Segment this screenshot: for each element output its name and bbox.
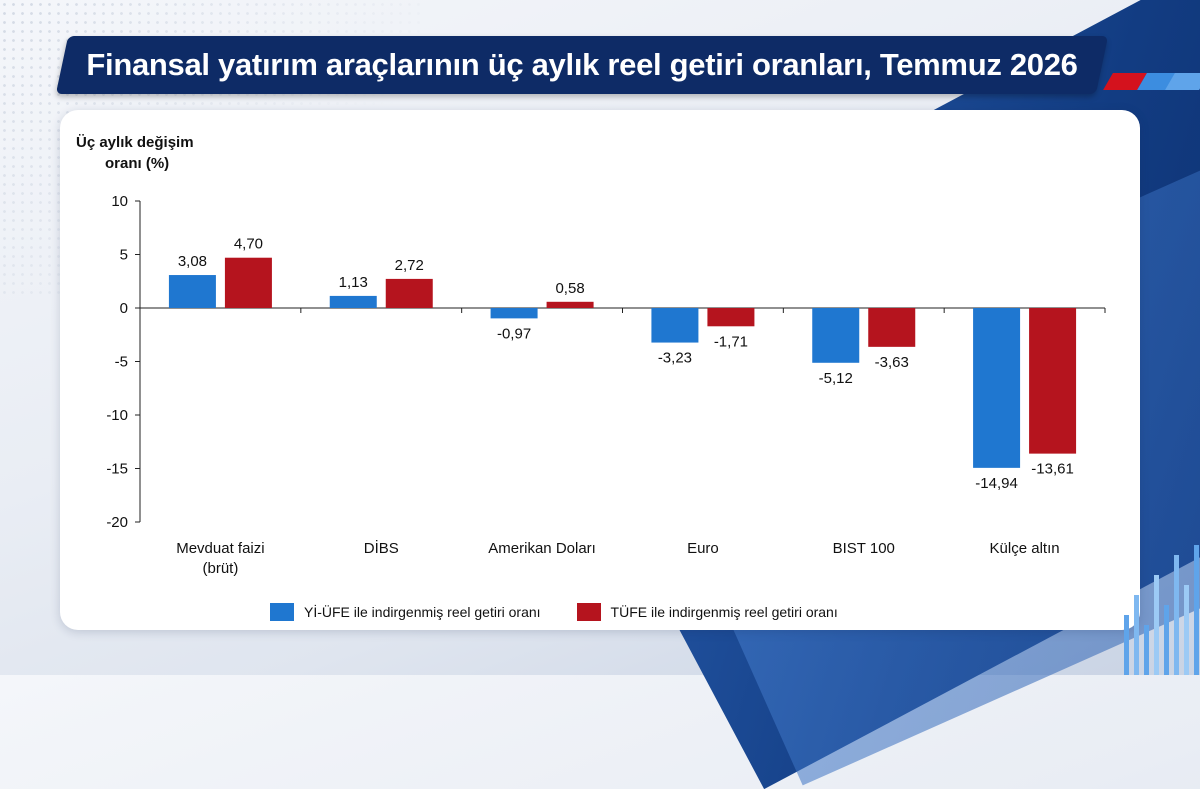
bar-yi-ufe — [973, 308, 1021, 468]
bar-tufe — [385, 278, 433, 308]
bar-yi-ufe — [651, 308, 699, 343]
y-tick-label: -20 — [106, 514, 128, 531]
bar-tufe — [868, 308, 916, 347]
chart-card — [60, 110, 1140, 630]
y-axis-label-line2: oranı (%) — [105, 155, 169, 172]
x-category-label: BIST 100 — [833, 540, 895, 557]
data-label: -13,61 — [1031, 461, 1074, 478]
data-label: -1,71 — [714, 333, 748, 350]
y-tick-label: 5 — [120, 247, 128, 264]
bar-chart: Üç aylık değişim oranı (%) 10 5 0 -5 -10 -15 -… — [76, 134, 1106, 577]
x-category-label: (brüt) — [202, 560, 238, 577]
y-axis-label-line1: Üç aylık değişim — [76, 134, 194, 151]
data-label: 3,08 — [178, 253, 207, 270]
data-label: 2,72 — [395, 257, 424, 274]
x-category-label: Külçe altın — [990, 540, 1060, 557]
y-tick-label: 0 — [120, 300, 128, 317]
legend: Yİ-ÜFE ile indirgenmiş reel getiri oranı… — [270, 602, 838, 622]
data-label: 0,58 — [555, 280, 584, 297]
data-label: -0,97 — [497, 325, 531, 342]
bar-yi-ufe — [329, 295, 377, 308]
data-label: -3,63 — [875, 354, 909, 371]
bar-yi-ufe — [168, 275, 216, 308]
bar-yi-ufe — [490, 308, 538, 319]
data-label: 1,13 — [339, 274, 368, 291]
legend-swatch-red — [576, 603, 601, 621]
x-category-label: Amerikan Doları — [488, 540, 596, 557]
y-tick-label: -5 — [115, 354, 128, 371]
bar-tufe — [1029, 308, 1077, 454]
y-tick-label: -10 — [106, 407, 128, 424]
legend-swatch-blue — [270, 603, 294, 621]
data-label: 4,70 — [234, 236, 263, 253]
bar-tufe — [707, 308, 755, 327]
legend-label-yi-ufe: Yİ-ÜFE ile indirgenmiş reel getiri oranı — [304, 604, 541, 620]
y-tick-label: -15 — [106, 461, 128, 478]
data-label: -5,12 — [819, 370, 853, 387]
legend-label-tufe: TÜFE ile indirgenmiş reel getiri oranı — [610, 604, 838, 620]
x-category-label: DİBS — [364, 539, 399, 557]
y-tick-label: 10 — [111, 193, 128, 210]
bar-yi-ufe — [812, 308, 860, 363]
data-label: -14,94 — [975, 475, 1018, 492]
x-category-label: Euro — [687, 540, 719, 557]
plot-area: 10 5 0 -5 -10 -15 -20 3,08 4,70 Mevduat faizi (brü… — [106, 193, 1106, 577]
x-category-label: Mevduat faizi — [176, 540, 264, 557]
bar-tufe — [224, 257, 272, 308]
chart-title: Finansal yatırım araçlarının üç aylık re… — [86, 47, 1078, 82]
legend-item-yi-ufe: Yİ-ÜFE ile indirgenmiş reel getiri oranı — [270, 603, 541, 621]
legend-item-tufe: TÜFE ile indirgenmiş reel getiri oranı — [576, 603, 838, 621]
bar-tufe — [546, 301, 594, 308]
decorative-bars — [1124, 545, 1199, 675]
data-label: -3,23 — [658, 350, 692, 367]
